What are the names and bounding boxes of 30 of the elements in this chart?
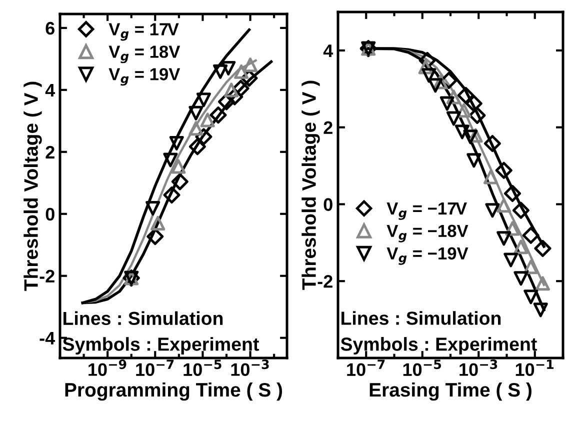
x-tick-label: 10$^{−3}$ [231, 360, 269, 376]
y-tick-label: 0 [324, 198, 332, 211]
y-tick-label: 4 [323, 44, 334, 57]
x-tick-label: 10$^{−7}$ [136, 360, 174, 376]
y-tick-label: 6 [46, 22, 54, 35]
x-tick-label: 10$^{−9}$ [88, 360, 126, 376]
x-axis-title: Erasing Time ( S ) [370, 382, 532, 401]
y-tick-label: 2 [46, 146, 54, 158]
legend-label: V$_{g}$ = −17V [386, 202, 467, 220]
legend-label: V$_{g}$ = −18V [386, 224, 468, 242]
legend-label: V$_{g}$ = 17V [108, 23, 179, 41]
legend-label: V$_{g}$ = 18V [108, 46, 180, 64]
x-tick-label: 10$^{−5}$ [403, 360, 441, 376]
y-tick-label: 0 [46, 208, 54, 221]
annotation: Lines : Simulation [342, 311, 501, 325]
annotation: Symbols : Experiment [340, 337, 537, 355]
x-tick-label: 10$^{−7}$ [347, 360, 385, 376]
y-tick-label: -2 [318, 275, 332, 288]
y-tick-label: 2 [324, 121, 332, 134]
annotation: Lines : Simulation [64, 311, 223, 326]
x-axis-title: Programming Time ( S ) [65, 382, 282, 401]
x-tick-label: 10$^{−1}$ [516, 360, 554, 376]
y-tick-label: 4 [45, 84, 56, 96]
x-tick-label: 10$^{−5}$ [184, 360, 222, 376]
y-tick-label: -2 [40, 270, 54, 282]
annotation: Symbols : Experiment [62, 337, 259, 355]
legend-label: V$_{g}$ = 19V [108, 68, 180, 86]
legend-label: V$_{g}$ = −19V [386, 247, 468, 265]
x-tick-label: 10$^{−3}$ [460, 360, 498, 376]
y-tick-label: -4 [40, 332, 56, 344]
